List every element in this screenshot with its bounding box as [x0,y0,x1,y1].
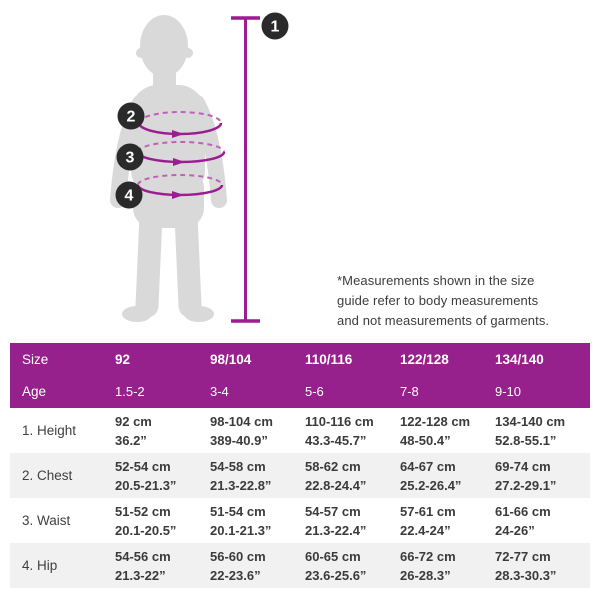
row-label: 2. Chest [22,468,73,483]
age-col-3: 5-6 [305,384,324,400]
hip-cell-5: 72-77 cm 28.3-30.3” [495,548,557,583]
table-row-chest: 2. Chest 52-54 cm 20.5-21.3” 54-58 cm 21… [10,453,590,498]
hip-band-arrow-icon [172,191,184,199]
age-col-1: 1.5-2 [115,384,145,400]
hip-cell-3: 60-65 cm 23.6-25.6” [305,548,367,583]
table-row-hip: 4. Hip 54-56 cm 21.3-22” 56-60 cm 22-23.… [10,543,590,588]
height-cell-1: 92 cm 36.2” [115,413,152,448]
measure-point-1-badge: 1 [261,12,289,40]
hip-cell-4: 66-72 cm 26-28.3” [400,548,456,583]
age-col-5: 9-10 [495,384,522,400]
size-col-4: 122/128 [400,351,449,367]
badge-2-number: 2 [127,109,136,126]
measure-point-2-badge: 2 [117,102,145,130]
age-col-4: 7-8 [400,384,419,400]
chest-cell-1: 52-54 cm 20.5-21.3” [115,458,177,493]
table-row-height: 1. Height 92 cm 36.2” 98-104 cm 389-40.9… [10,408,590,453]
age-header-label: Age [22,384,47,400]
table-header: Size 92 98/104 110/116 122/128 134/140 A… [10,343,590,408]
waist-cell-5: 61-66 cm 24-26” [495,503,551,538]
hip-cell-1: 54-56 cm 21.3-22” [115,548,171,583]
chest-cell-5: 69-74 cm 27.2-29.1” [495,458,557,493]
size-col-1: 92 [115,351,131,367]
table-row-waist: 3. Waist 51-52 cm 20.1-20.5” 51-54 cm 20… [10,498,590,543]
hip-cell-2: 56-60 cm 22-23.6” [210,548,266,583]
height-cell-3: 110-116 cm 43.3-45.7” [305,413,374,448]
measure-point-3-badge: 3 [116,143,144,171]
size-col-3: 110/116 [305,351,353,367]
size-col-5: 134/140 [495,351,544,367]
waist-cell-1: 51-52 cm 20.1-20.5” [115,503,177,538]
note-line-3: and not measurements of garments. [337,313,550,328]
waist-cell-2: 51-54 cm 20.1-21.3” [210,503,272,538]
height-cell-2: 98-104 cm 389-40.9” [210,413,273,448]
row-label: 1. Height [22,423,77,438]
note-line-1: *Measurements shown in the size [337,273,535,288]
waist-band-arrow-icon [173,158,185,166]
waist-cell-4: 57-61 cm 22.4-24” [400,503,456,538]
height-cell-5: 134-140 cm 52.8-55.1” [495,413,566,448]
chest-band-arrow-icon [172,130,184,138]
hip-measure-band [136,174,224,199]
age-header-row: Age 1.5-2 3-4 5-6 7-8 9-10 [10,376,590,409]
chest-cell-3: 58-62 cm 22.8-24.4” [305,458,367,493]
age-col-2: 3-4 [210,384,229,400]
badge-1-number: 1 [271,19,280,36]
measure-point-4-badge: 4 [115,181,143,209]
badge-3-number: 3 [126,150,135,167]
measurement-note: *Measurements shown in the size guide re… [337,271,549,331]
badge-4-number: 4 [125,188,134,205]
row-label: 4. Hip [22,558,58,573]
size-header-label: Size [22,351,49,367]
chest-measure-band [137,111,223,138]
size-header-row: Size 92 98/104 110/116 122/128 134/140 [10,343,590,376]
chest-cell-2: 54-58 cm 21.3-22.8” [210,458,272,493]
chest-cell-4: 64-67 cm 25.2-26.4” [400,458,462,493]
size-col-2: 98/104 [210,351,252,367]
height-cell-4: 122-128 cm 48-50.4” [400,413,471,448]
note-line-2: guide refer to body measurements [337,293,539,308]
row-label: 3. Waist [22,513,71,528]
body-measurement-figure: 1 2 3 4 [110,12,289,323]
height-measure-line [231,16,260,323]
waist-cell-3: 54-57 cm 21.3-22.4” [305,503,367,538]
size-table: Size 92 98/104 110/116 122/128 134/140 A… [10,343,590,588]
